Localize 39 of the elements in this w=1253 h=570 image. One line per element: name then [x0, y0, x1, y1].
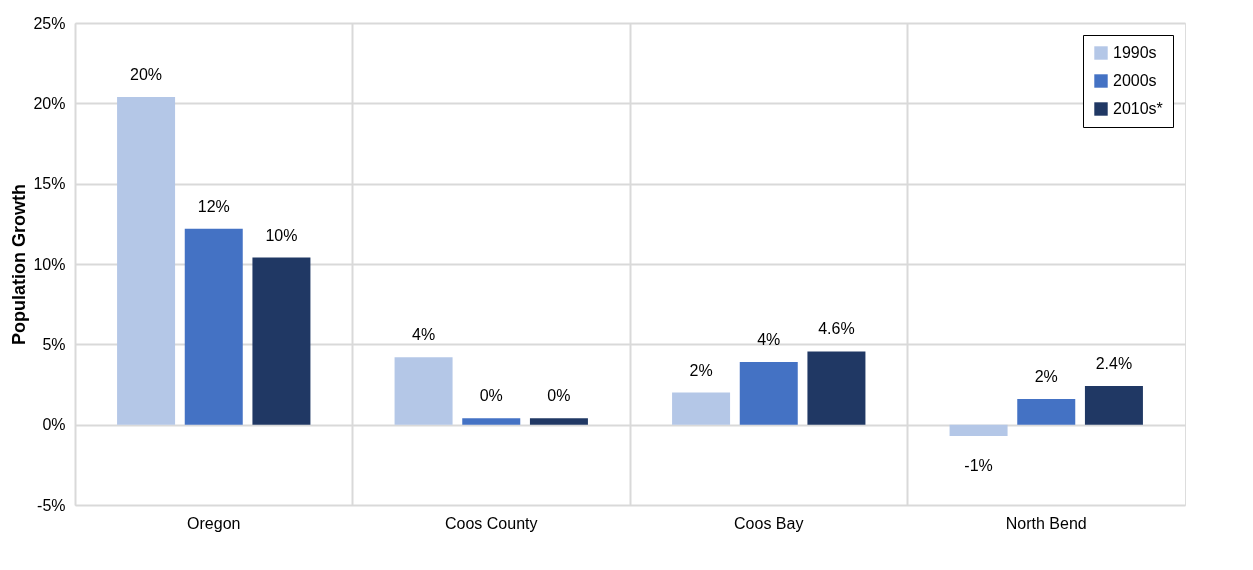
data-label: 2%: [1034, 367, 1058, 385]
bar: [949, 424, 1008, 436]
legend-label: 2000s: [1113, 72, 1157, 89]
data-label: 20%: [130, 65, 163, 83]
bar: [672, 392, 731, 425]
bar: [394, 357, 453, 425]
bar: [807, 351, 866, 425]
y-tick-label: 10%: [33, 255, 66, 273]
data-label: 4.6%: [818, 320, 855, 338]
bar: [117, 96, 176, 425]
x-tick-label: Coos County: [445, 514, 538, 532]
bar: [529, 418, 588, 425]
bar: [462, 418, 521, 425]
bar: [1017, 398, 1076, 425]
y-tick-label: 0%: [42, 416, 66, 434]
bar: [739, 362, 798, 425]
data-label: -1%: [964, 456, 993, 474]
x-tick-label: Oregon: [187, 514, 241, 532]
data-label: 4%: [757, 331, 781, 349]
data-label: 10%: [265, 226, 298, 244]
y-tick-label: 15%: [33, 175, 66, 193]
x-tick-label: North Bend: [1005, 514, 1087, 532]
data-label: 2.4%: [1095, 355, 1133, 373]
data-label: 0%: [479, 387, 503, 405]
y-tick-label: 20%: [33, 94, 66, 112]
data-label: 12%: [197, 197, 230, 215]
y-tick-label: 5%: [42, 335, 66, 353]
legend-label: 2010s*: [1113, 100, 1163, 117]
bar: [184, 228, 243, 425]
data-label: 2%: [689, 361, 713, 379]
y-tick-label: 25%: [33, 14, 66, 32]
x-tick-label: Coos Bay: [734, 514, 804, 532]
y-tick-label: -5%: [37, 496, 66, 514]
data-label: 4%: [412, 326, 436, 344]
y-axis-title: Population Growth: [9, 184, 30, 345]
bar: [252, 257, 311, 425]
bar: [1084, 386, 1143, 425]
data-label: 0%: [547, 387, 571, 405]
legend-label: 1990s: [1113, 44, 1157, 61]
